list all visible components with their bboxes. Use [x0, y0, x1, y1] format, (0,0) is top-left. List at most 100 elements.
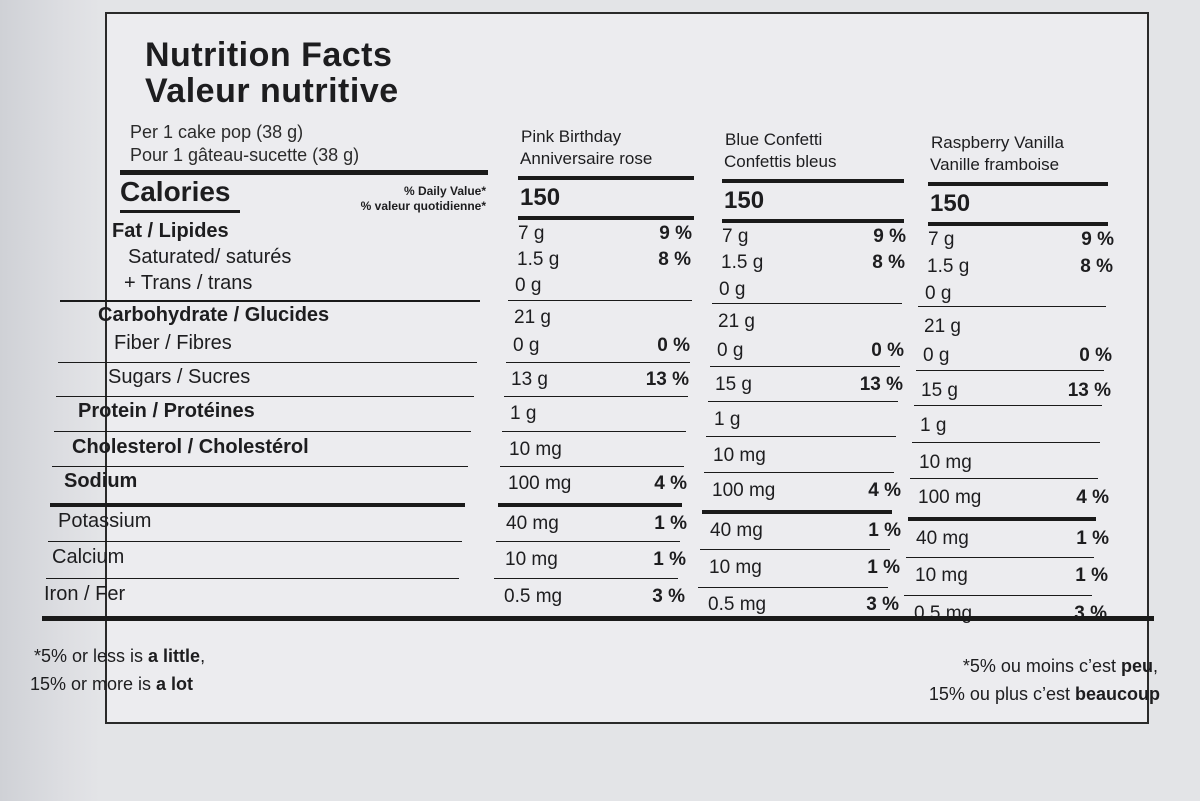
label-separator [48, 541, 462, 542]
label-separator [52, 466, 468, 467]
product-row-rule [698, 587, 888, 588]
product-daily-value: 1 % [653, 549, 686, 570]
product-calories-rule [518, 216, 694, 220]
product-value: 1 g [920, 415, 947, 436]
product-daily-value: 1 % [1075, 565, 1108, 586]
product-value: 10 mg [919, 452, 972, 473]
product-row-rule [704, 472, 894, 473]
product-header-rule [518, 176, 694, 180]
product-daily-value: 1 % [868, 520, 901, 541]
label-separator [46, 578, 459, 579]
product-value: 0 g [925, 283, 952, 304]
daily-value-english: % Daily Value* [403, 184, 486, 198]
product-daily-value: 13 % [645, 369, 689, 390]
product-daily-value: 13 % [1067, 380, 1111, 401]
product-value: 10 mg [915, 565, 968, 586]
product-value: 100 mg [712, 480, 776, 501]
product-daily-value: 9 % [1081, 229, 1114, 250]
bottom-thick-rule [42, 616, 1154, 621]
product-value: 0 g [513, 335, 540, 356]
product-daily-value: 3 % [652, 586, 685, 607]
product-value: 100 mg [918, 487, 982, 508]
serving-divider [120, 170, 488, 175]
title-english: Nutrition Facts [145, 36, 393, 74]
nutrient-label: Carbohydrate / Glucides [98, 304, 330, 326]
product-value: 21 g [924, 316, 961, 337]
product-value: 7 g [928, 229, 955, 250]
nutrient-label: Fiber / Fibres [114, 332, 232, 354]
product-value: 100 mg [508, 473, 572, 494]
product-daily-value: 0 % [1079, 345, 1112, 366]
product-row-rule [916, 370, 1104, 371]
product-header-rule [722, 179, 904, 183]
product-calories-rule [928, 222, 1108, 226]
product-value: 15 g [715, 374, 752, 395]
product-daily-value: 13 % [859, 374, 903, 395]
nutrient-label: Calcium [52, 546, 125, 568]
product-row-rule [908, 517, 1096, 521]
product-value: 10 mg [713, 445, 766, 466]
product-row-rule [498, 503, 682, 507]
product-row-rule [506, 362, 690, 363]
product-daily-value: 1 % [867, 557, 900, 578]
product-value: 40 mg [506, 513, 559, 534]
product-row-rule [910, 478, 1098, 479]
product-value: 0.5 mg [914, 603, 973, 624]
product-row-rule [500, 466, 684, 467]
product-calories: 150 [520, 184, 561, 211]
nutrient-label: Protein / Protéines [78, 400, 255, 422]
product-row-rule [496, 541, 680, 542]
nutrient-label: Iron / Fer [44, 583, 126, 605]
serving-size-english: Per 1 cake pop (38 g) [130, 122, 304, 142]
calories-underline [120, 210, 240, 213]
product-row-rule [708, 401, 898, 402]
label-separator [60, 300, 480, 302]
product-row-rule [904, 595, 1092, 596]
product-value: 0 g [515, 275, 542, 296]
product-value: 13 g [511, 369, 548, 390]
product-row-rule [706, 436, 896, 437]
product-daily-value: 4 % [1076, 487, 1109, 508]
product-name-english: Blue Confetti [725, 130, 823, 149]
product-value: 7 g [722, 226, 749, 247]
footnote-english-line1: *5% or less is a little, [34, 646, 206, 666]
product-value: 40 mg [710, 520, 763, 541]
product-value: 21 g [514, 307, 551, 328]
product-value: 0 g [719, 279, 746, 300]
product-header-rule [928, 182, 1108, 186]
product-row-rule [504, 396, 688, 397]
product-daily-value: 8 % [872, 252, 905, 273]
product-daily-value: 4 % [654, 473, 687, 494]
nutrient-label: Saturated/ saturés [128, 246, 292, 268]
nutrition-facts-panel [105, 12, 1149, 724]
product-row-rule [918, 306, 1106, 307]
label-separator [58, 362, 477, 363]
product-value: 0.5 mg [504, 586, 563, 607]
product-daily-value: 3 % [866, 594, 899, 615]
serving-size-french: Pour 1 gâteau-sucette (38 g) [130, 145, 360, 165]
nutrient-label: Sodium [64, 470, 138, 492]
product-row-rule [502, 431, 686, 432]
product-value: 1 g [714, 409, 741, 430]
product-daily-value: 9 % [873, 226, 906, 247]
product-row-rule [912, 442, 1100, 443]
box-fold-shadow [0, 0, 100, 801]
product-row-rule [494, 578, 678, 579]
product-row-rule [702, 510, 892, 514]
label-separator [54, 431, 471, 432]
footnote-english-line2: 15% or more is a lot [30, 674, 194, 694]
label-separator [56, 396, 474, 397]
product-value: 40 mg [916, 528, 969, 549]
label-separator [50, 503, 465, 507]
product-value: 1.5 g [927, 256, 970, 277]
nutrient-label: + Trans / trans [124, 272, 253, 294]
calories-label: Calories [120, 176, 231, 207]
daily-value-french: % valeur quotidienne* [360, 199, 486, 213]
nutrient-label: Fat / Lipides [112, 220, 229, 242]
product-row-rule [700, 549, 890, 550]
nutrient-label: Sugars / Sucres [108, 366, 251, 388]
product-value: 0.5 mg [708, 594, 767, 615]
product-name-french: Confettis bleus [724, 152, 837, 171]
product-daily-value: 1 % [1076, 528, 1109, 549]
product-daily-value: 0 % [657, 335, 690, 356]
